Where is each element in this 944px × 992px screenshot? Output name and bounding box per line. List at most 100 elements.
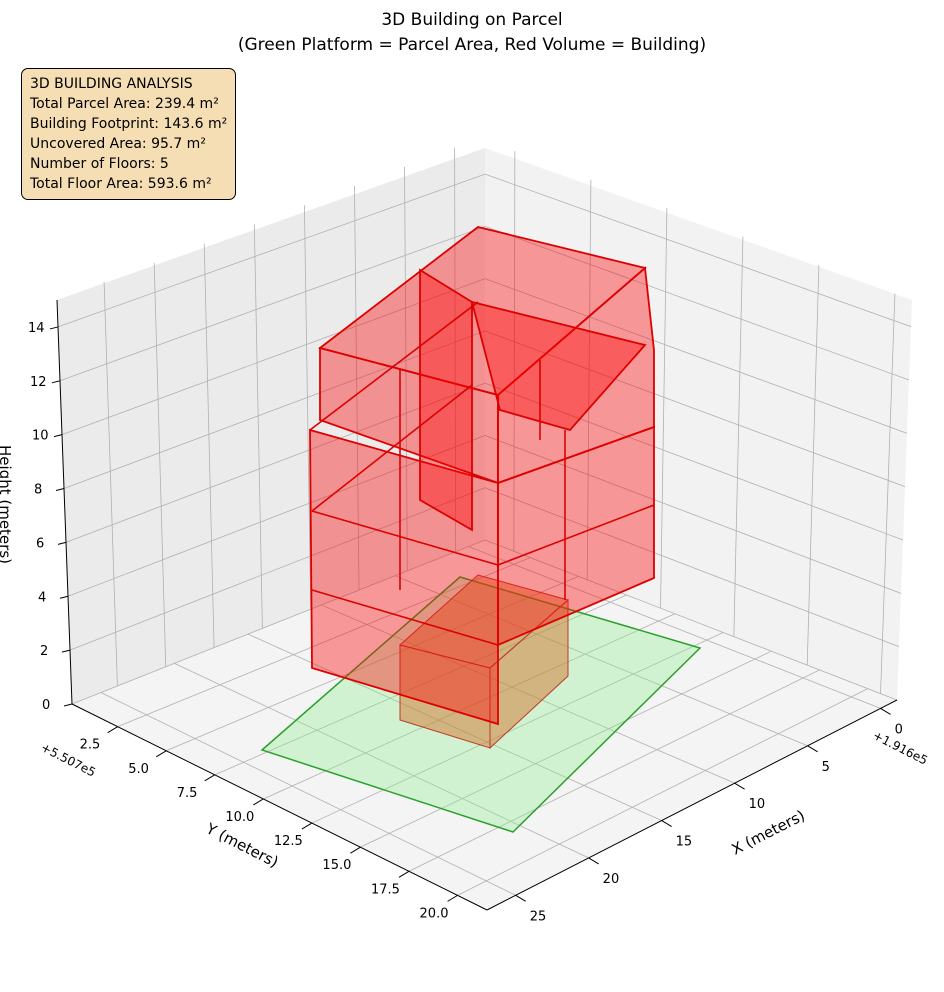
y-wall-gridline [153, 262, 167, 667]
info-line: Building Footprint: 143.6 m² [30, 116, 228, 132]
z-tick [55, 488, 65, 492]
info-line: Number of Floors: 5 [30, 156, 169, 172]
y-tick-label: 2.5 [80, 738, 101, 753]
y-wall-gridline [354, 186, 360, 591]
z-gridline [67, 435, 902, 597]
floor-edge [311, 510, 499, 566]
x-tick-label: 0 [895, 722, 903, 737]
y-tick [107, 726, 118, 734]
z-tick [57, 541, 67, 545]
x-tick [588, 857, 599, 865]
y-gridline [360, 650, 772, 848]
x-tick-label: 15 [676, 835, 693, 850]
x-gridline [468, 546, 881, 709]
z-tick [51, 380, 61, 384]
y-axis-line [71, 703, 488, 911]
x-wall-gridline [880, 293, 896, 694]
building-face [470, 300, 647, 432]
building-face [419, 268, 473, 532]
y-gridline [214, 594, 627, 776]
x-wall-gridline [513, 151, 516, 552]
y-wall-gridline [253, 224, 263, 629]
z-gridline [71, 539, 898, 705]
x-wall-gridline [660, 208, 668, 609]
y-wall-gridline [103, 281, 118, 686]
building-face [309, 428, 499, 726]
y-tick [204, 774, 216, 782]
info-line: Uncovered Area: 95.7 m² [30, 136, 206, 152]
y-tick [155, 750, 167, 758]
floor-edge [309, 301, 479, 431]
y-tick [253, 798, 264, 806]
z-tick-label: 4 [38, 590, 46, 605]
z-tick [61, 649, 71, 653]
z-gridline [59, 225, 910, 382]
x-axis-line [486, 699, 898, 911]
y-tick-label: 5.0 [128, 762, 149, 777]
y-wall-gridline [303, 205, 312, 610]
y-tick [447, 894, 458, 902]
x-gridline [321, 604, 735, 784]
x-tick-label: 10 [749, 797, 766, 812]
info-heading: 3D BUILDING ANALYSIS [30, 76, 193, 92]
z-gridline [61, 278, 908, 436]
x-gridline [100, 692, 516, 896]
x-tick [734, 782, 745, 790]
x-axis-label: X (meters) [729, 806, 808, 858]
z-tick [49, 326, 59, 330]
y-tick-label: 7.5 [177, 786, 198, 801]
y-gridline [457, 688, 868, 896]
right-pane [485, 148, 912, 700]
y-tick-label: 15.0 [322, 858, 351, 873]
floor-edge [497, 504, 655, 566]
y-gridline [311, 632, 724, 824]
z-gridline [57, 173, 912, 328]
y-tick [301, 822, 313, 830]
floor-edge [497, 426, 655, 484]
left-pane [57, 148, 485, 704]
floor-edge [311, 384, 473, 512]
building-face [497, 266, 655, 485]
y-tick-label: 20.0 [420, 906, 449, 921]
x-tick [807, 745, 818, 753]
z-tick-label: 8 [34, 483, 42, 498]
z-tick-label: 0 [42, 698, 50, 713]
y-tick-label: 10.0 [225, 810, 254, 825]
z-gridline [69, 487, 900, 651]
z-axis-line [56, 299, 73, 705]
z-tick-label: 6 [36, 536, 44, 551]
z-tick-label: 12 [30, 375, 47, 390]
z-tick [59, 595, 69, 599]
info-box: 3D BUILDING ANALYSIS Total Parcel Area: … [21, 68, 237, 200]
chart-title: 3D Building on Parcel [381, 10, 562, 30]
z-gridline [65, 382, 904, 543]
y-tick [398, 870, 410, 878]
y-tick [350, 846, 361, 854]
x-tick-label: 5 [822, 760, 830, 775]
x-gridline [394, 575, 808, 747]
x-gridline [247, 633, 662, 821]
y-gridline [117, 557, 531, 728]
y-tick-label: 12.5 [274, 834, 303, 849]
z-axis-label: Height (meters) [0, 445, 14, 564]
x-tick [661, 820, 672, 827]
parcel-platform [260, 576, 702, 833]
x-tick-label: 20 [603, 872, 620, 887]
x-wall-gridline [806, 265, 820, 666]
y-gridline [166, 575, 579, 752]
z-tick [63, 703, 73, 707]
z-gridline [63, 330, 906, 489]
floor-edge [311, 589, 499, 646]
info-line: Total Parcel Area: 239.4 m² [30, 96, 219, 112]
y-wall-gridline [203, 243, 215, 648]
x-wall-gridline [586, 179, 592, 580]
info-line: Total Floor Area: 593.6 m² [30, 176, 212, 192]
z-tick-label: 2 [40, 644, 48, 659]
floor-pane [72, 540, 897, 910]
x-tick [880, 707, 891, 715]
y-wall-gridline [454, 147, 457, 552]
z-tick [53, 434, 63, 438]
z-tick-label: 10 [32, 429, 49, 444]
